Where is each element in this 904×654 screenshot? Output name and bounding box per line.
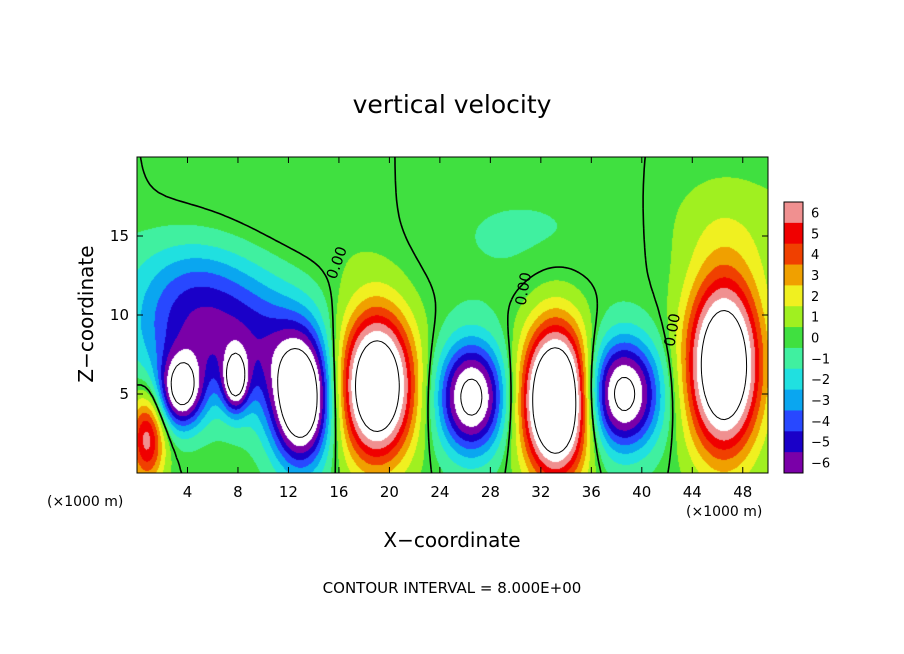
contour-label-2: 0.00 — [660, 312, 684, 348]
x-unit-left: (×1000 m) — [47, 494, 123, 510]
colorbar-label-5: −1 — [811, 352, 830, 367]
colorbar-swatch-12 — [784, 202, 803, 224]
velocity-field — [137, 157, 768, 473]
x-tick-label-36: 36 — [582, 483, 601, 501]
contour-lines — [137, 156, 748, 474]
contour-line-positive — [355, 310, 748, 454]
colorbar-swatch-2 — [784, 410, 803, 432]
colorbar-label-3: −3 — [811, 394, 830, 409]
x-axis-label: X−coordinate — [383, 528, 520, 552]
x-tick-label-48: 48 — [733, 483, 752, 501]
colorbar-swatch-4 — [784, 368, 803, 391]
y-axis-label: Z−coordinate — [74, 245, 98, 382]
x-tick-label-8: 8 — [233, 483, 243, 501]
colorbar-label-6: 0 — [811, 332, 819, 347]
colorbar-swatch-1 — [784, 431, 803, 453]
chart-title: vertical velocity — [353, 90, 552, 119]
x-tick-label-44: 44 — [683, 483, 702, 501]
colorbar-label-4: −2 — [811, 373, 830, 388]
colorbar-swatch-0 — [784, 452, 803, 474]
x-axis-ticks: 4 8 12 16 20 24 28 32 36 40 44 48 — [183, 157, 752, 501]
x-unit-right: (×1000 m) — [686, 504, 762, 520]
y-tick-label-10: 10 — [110, 306, 129, 324]
contour-line-zero — [137, 156, 674, 474]
colorbar-label-10: 4 — [811, 248, 819, 263]
x-tick-label-40: 40 — [632, 483, 651, 501]
colorbar-label-1: −5 — [811, 436, 830, 451]
x-tick-label-16: 16 — [329, 483, 348, 501]
colorbar-swatch-6 — [784, 327, 803, 349]
y-axis-ticks: 5 10 15 — [110, 227, 768, 403]
colorbar-label-0: −6 — [811, 457, 830, 472]
contour-interval-note: CONTOUR INTERVAL = 8.000E+00 — [323, 579, 582, 597]
x-tick-label-12: 12 — [279, 483, 298, 501]
colorbar: −6 −5 −4 −3 −2 −1 0 1 2 3 4 5 6 — [783, 201, 830, 474]
colorbar-label-7: 1 — [811, 311, 819, 326]
x-tick-label-28: 28 — [481, 483, 500, 501]
y-tick-label-5: 5 — [119, 385, 129, 403]
y-tick-label-15: 15 — [110, 227, 129, 245]
colorbar-swatch-10 — [784, 243, 803, 266]
x-tick-label-4: 4 — [183, 483, 193, 501]
contour-line-negative — [170, 348, 636, 438]
x-tick-label-32: 32 — [531, 483, 550, 501]
x-tick-label-20: 20 — [380, 483, 399, 501]
colorbar-swatch-9 — [784, 264, 803, 286]
colorbar-label-9: 3 — [811, 269, 819, 284]
x-tick-label-24: 24 — [430, 483, 449, 501]
contour-label-1: 0.00 — [512, 271, 536, 307]
colorbar-label-8: 2 — [811, 290, 819, 305]
colorbar-swatch-8 — [784, 285, 803, 307]
colorbar-swatch-7 — [784, 306, 803, 328]
colorbar-swatch-11 — [784, 222, 803, 245]
colorbar-label-2: −4 — [811, 415, 830, 430]
colorbar-swatch-5 — [784, 347, 803, 370]
colorbar-swatch-3 — [784, 389, 803, 411]
colorbar-frame — [783, 201, 804, 474]
colorbar-label-12: 6 — [811, 206, 819, 221]
colorbar-label-11: 5 — [811, 227, 819, 242]
